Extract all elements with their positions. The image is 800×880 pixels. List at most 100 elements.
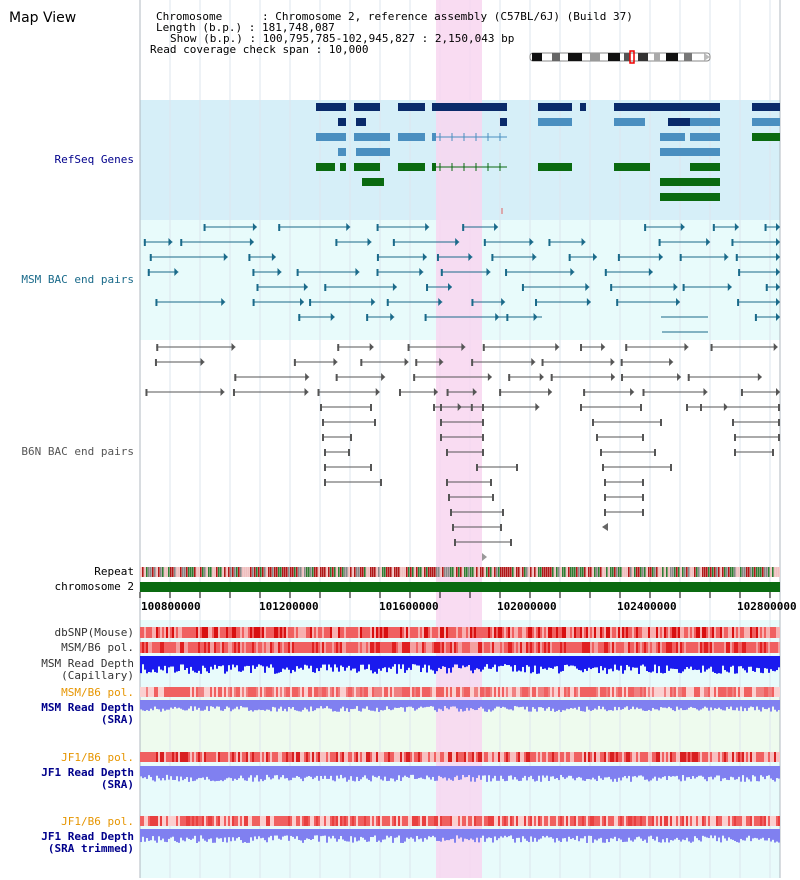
heat-mark (718, 752, 720, 762)
repeat-mark (710, 567, 712, 577)
label-jf1-b6-pol-2[interactable]: JF1/B6 pol. (61, 815, 134, 828)
depth-bar (714, 700, 716, 709)
label-msm-b6-pol-2[interactable]: MSM/B6 pol. (61, 686, 134, 699)
depth-bar (402, 766, 404, 778)
depth-bar (532, 656, 534, 673)
depth-bar (438, 829, 440, 842)
depth-bar (454, 700, 456, 707)
heat-mark (774, 642, 776, 653)
depth-bar (368, 700, 370, 710)
depth-bar (154, 656, 156, 673)
heat-mark (386, 687, 388, 697)
label-dbsnp-mouse[interactable]: dbSNP(Mouse) (54, 626, 134, 639)
depth-bar (736, 700, 738, 708)
heat-mark (410, 627, 412, 638)
repeat-mark (306, 567, 308, 577)
bac-end (568, 254, 571, 261)
heat-mark (554, 627, 556, 638)
depth-bar (354, 700, 356, 709)
heat-mark (338, 642, 340, 653)
heat-mark (694, 642, 696, 653)
heat-mark (440, 687, 442, 697)
depth-bar (488, 829, 490, 838)
depth-bar (500, 700, 502, 708)
depth-bar (620, 700, 622, 710)
heat-mark (300, 642, 302, 653)
selected-region-highlight[interactable] (436, 0, 482, 878)
gene-exon (432, 163, 436, 171)
depth-bar (318, 829, 320, 842)
depth-bar (340, 700, 342, 709)
depth-bar (690, 829, 692, 843)
depth-bar (320, 766, 322, 777)
heat-mark (298, 816, 300, 826)
heat-mark (226, 816, 228, 826)
depth-bar (418, 700, 420, 708)
depth-bar (516, 700, 518, 707)
repeat-mark (730, 567, 732, 577)
heat-mark (668, 642, 670, 653)
heat-mark (610, 816, 612, 826)
repeat-mark (150, 567, 152, 577)
depth-bar (408, 700, 410, 707)
heat-mark (148, 642, 150, 653)
depth-bar (152, 829, 154, 837)
depth-bar (720, 766, 722, 782)
label-refseq-genes[interactable]: RefSeq Genes (54, 153, 134, 166)
depth-bar (452, 829, 454, 839)
heat-mark (432, 627, 434, 638)
label-msm-b6-pol[interactable]: MSM/B6 pol. (61, 641, 134, 654)
heat-mark (726, 752, 728, 762)
heat-mark (152, 642, 154, 653)
heat-mark (346, 642, 348, 653)
heat-mark (646, 752, 648, 762)
depth-bar (548, 766, 550, 782)
repeat-mark (388, 567, 390, 577)
depth-bar (596, 766, 598, 782)
repeat-mark (572, 567, 574, 577)
depth-bar (560, 766, 562, 775)
heat-mark (630, 816, 632, 826)
heat-mark (690, 687, 692, 697)
heat-mark (196, 627, 198, 638)
depth-bar (662, 829, 664, 840)
heat-mark (208, 627, 210, 638)
heat-mark (144, 687, 146, 697)
label-b6n-bac-end-pairs[interactable]: B6N BAC end pairs (21, 445, 134, 458)
depth-bar (484, 829, 486, 842)
label-jf1-read-depth-sra-trimmed[interactable]: JF1 Read Depth (SRA trimmed) (41, 831, 134, 855)
depth-bar (334, 700, 336, 712)
heat-mark (506, 687, 508, 697)
depth-bar (258, 700, 260, 710)
depth-bar (774, 700, 776, 710)
heat-mark (456, 642, 458, 653)
depth-bar (670, 766, 672, 777)
heat-mark (482, 642, 484, 653)
bac-end (252, 299, 255, 306)
depth-bar (316, 829, 318, 836)
heat-mark (468, 627, 470, 638)
heat-mark (674, 816, 676, 826)
heat-mark (702, 687, 704, 697)
depth-bar (198, 829, 200, 842)
chromosome-ideogram[interactable] (528, 50, 714, 64)
heat-mark (348, 627, 350, 638)
heat-mark (638, 816, 640, 826)
heat-mark (670, 816, 672, 826)
heat-mark (248, 816, 250, 826)
label-jf1-b6-pol[interactable]: JF1/B6 pol. (61, 751, 134, 764)
depth-bar (196, 829, 198, 843)
heat-mark (222, 627, 224, 638)
label-jf1-read-depth-sra[interactable]: JF1 Read Depth (SRA) (41, 767, 134, 791)
label-msm-read-depth-capillary[interactable]: MSM Read Depth (Capillary) (41, 658, 134, 682)
heat-mark (542, 627, 544, 638)
heat-mark (230, 816, 232, 826)
depth-bar (596, 656, 598, 668)
depth-bar (548, 829, 550, 838)
heat-mark (648, 627, 650, 638)
depth-bar (244, 700, 246, 708)
heat-mark (676, 816, 678, 826)
label-msm-bac-end-pairs[interactable]: MSM BAC end pairs (21, 273, 134, 286)
label-msm-read-depth-sra[interactable]: MSM Read Depth (SRA) (41, 702, 134, 726)
gene-exon (690, 133, 720, 141)
